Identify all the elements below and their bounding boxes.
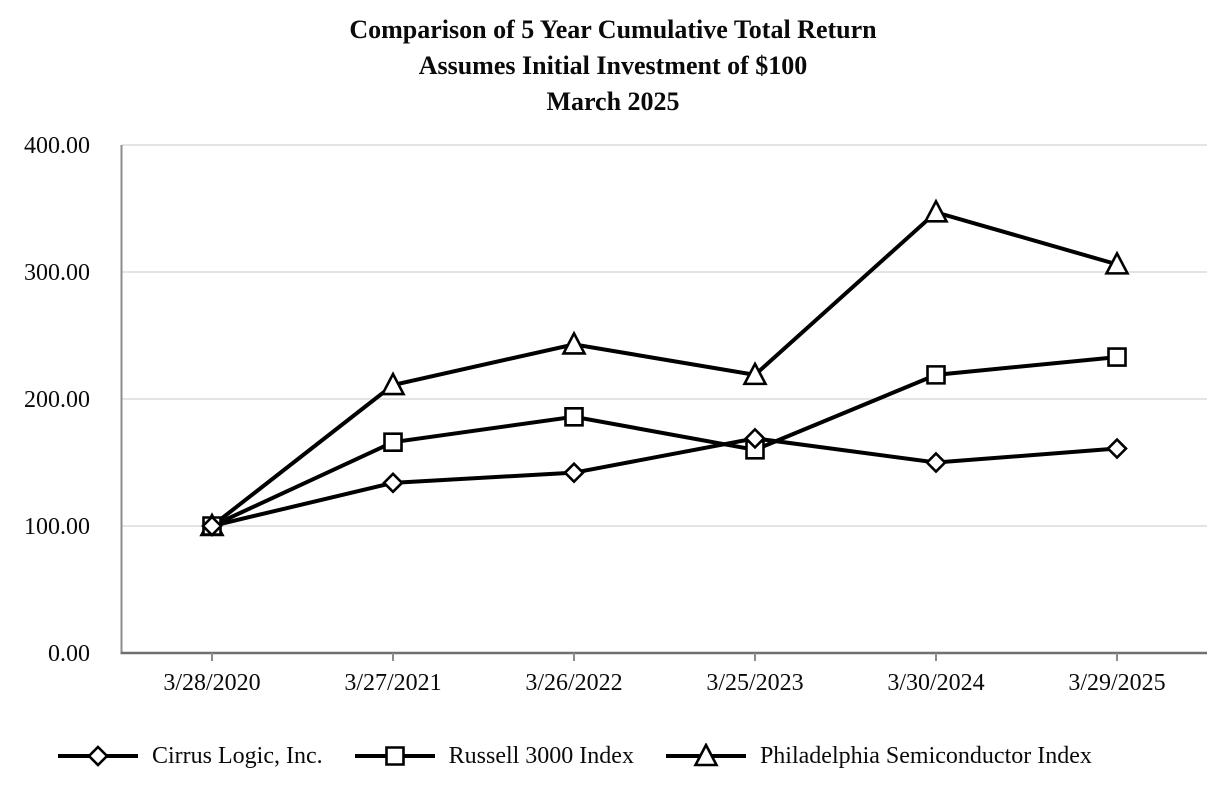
x-tick-label: 3/26/2022 (525, 670, 622, 696)
data-point-marker-diamond-cirrus-logic-inc (382, 471, 404, 494)
legend-square-icon (354, 746, 435, 766)
x-tick-label: 3/29/2025 (1068, 670, 1165, 696)
data-point-marker-diamond-cirrus-logic-inc (744, 427, 766, 450)
data-point-marker-triangle-philadelphia-semiconductor-index (380, 371, 406, 396)
y-tick-label: 300.00 (24, 260, 90, 286)
data-point-marker-diamond-cirrus-logic-inc (201, 515, 223, 537)
x-tick-label: 3/28/2020 (163, 670, 260, 696)
data-point-marker-square-russell-3000-index (564, 406, 584, 427)
data-point-marker-triangle-philadelphia-semiconductor-index (1104, 250, 1130, 275)
legend-item-russell-3000-index: Russell 3000 Index (353, 743, 634, 770)
y-tick-label: 0.00 (48, 641, 90, 667)
data-point-marker-diamond-cirrus-logic-inc (925, 451, 947, 474)
chart-canvas: 3/28/2020 3/27/2021 3/26/2022 3/25/2023 3/30… (24, 133, 1207, 696)
chart-legend: Cirrus Logic, Inc. Russell 3000 Index Phil… (56, 738, 1092, 774)
series-line-philadelphia-semiconductor-index (210, 210, 1118, 528)
legend-diamond-icon (58, 745, 138, 767)
series-line-cirrus-logic-inc (211, 436, 1118, 528)
legend-item-philadelphia-semiconductor-index: Philadelphia Semiconductor Index (664, 743, 1092, 770)
y-tick-label: 400.00 (24, 133, 90, 159)
data-point-marker-diamond-cirrus-logic-inc (1106, 437, 1128, 460)
data-point-marker-diamond-cirrus-logic-inc (563, 461, 585, 484)
data-point-marker-triangle-philadelphia-semiconductor-index (923, 198, 949, 223)
chart-title-line3: March 2025 (546, 87, 680, 116)
x-tick-label: 3/30/2024 (887, 670, 984, 696)
chart-title-line1: Comparison of 5 Year Cumulative Total Re… (349, 15, 877, 44)
y-tick-label: 100.00 (24, 514, 90, 540)
chart-title-line2: Assumes Initial Investment of $100 (418, 51, 808, 80)
legend-label: Philadelphia Semiconductor Index (759, 742, 1092, 769)
legend-triangle-icon (665, 743, 746, 767)
data-point-marker-square-russell-3000-index (383, 432, 403, 452)
series-line-russell-3000-index (211, 355, 1118, 528)
legend-label: Russell 3000 Index (448, 742, 634, 769)
chart-title: Comparison of 5 Year Cumulative Total Re… (0, 12, 1226, 120)
data-point-marker-triangle-philadelphia-semiconductor-index (742, 361, 768, 386)
y-tick-label: 200.00 (24, 387, 90, 413)
legend-label: Cirrus Logic, Inc. (152, 742, 323, 769)
x-tick-label: 3/25/2023 (706, 670, 803, 696)
x-tick-label: 3/27/2021 (344, 670, 441, 696)
legend-item-cirrus-logic-inc: Cirrus Logic, Inc. (56, 743, 323, 770)
data-point-marker-triangle-philadelphia-semiconductor-index (561, 330, 587, 355)
data-point-marker-square-russell-3000-index (1107, 347, 1127, 367)
data-point-marker-square-russell-3000-index (926, 365, 946, 385)
